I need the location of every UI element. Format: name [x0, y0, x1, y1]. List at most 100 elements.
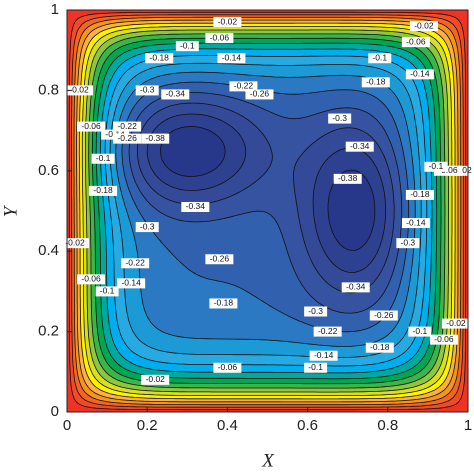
contour-label-box [313, 326, 342, 337]
y-tick-label: 0.8 [38, 81, 59, 98]
contour-label: -0.14 [121, 278, 141, 288]
contour-label-box [365, 342, 394, 353]
contour-label: -0.02 [65, 237, 85, 247]
contour-label-box [213, 362, 242, 373]
contour-label-box [205, 33, 234, 44]
contour-label-box [117, 278, 146, 289]
contour-label: -0.1 [96, 153, 111, 163]
contour-label: -0.34 [166, 89, 186, 99]
contour-label: -0.3 [140, 221, 155, 231]
contour-label: -0.02 [69, 85, 89, 95]
contour-label: -0.34 [186, 201, 206, 211]
contour-band [160, 126, 375, 251]
contour-label-box [181, 201, 210, 212]
contour-label-box [205, 254, 234, 265]
contour-label-box [405, 69, 434, 80]
contour-label-box [396, 238, 420, 249]
contour-label: -0.18 [410, 189, 430, 199]
x-tick-label: 0.8 [377, 417, 398, 434]
contour-label: -0.1 [308, 362, 323, 372]
contour-label-box [141, 133, 170, 144]
contour-label-box [333, 173, 362, 184]
contour-line [109, 62, 422, 358]
contour-label: -0.06 [81, 121, 101, 131]
contour-label-box [433, 165, 462, 176]
contour-label-box [65, 85, 94, 96]
contour-line [73, 16, 462, 406]
contour-label-box [91, 153, 115, 164]
contour-line [146, 113, 386, 273]
contour-label: -0.34 [350, 141, 370, 151]
contour-label: -0.26 [250, 89, 270, 99]
contour-line [68, 11, 467, 411]
contour-label-box [121, 258, 150, 269]
contour-label: -0.06 [406, 36, 426, 46]
contour-line [160, 126, 376, 251]
contour-line [88, 33, 446, 389]
contour-label: -0.02 [414, 20, 434, 30]
contour-label: -0.3 [308, 306, 323, 316]
x-tick-label: 0.6 [297, 417, 318, 434]
x-tick-label: 0 [63, 417, 71, 434]
contour-label-box [141, 374, 170, 385]
contour-label: -0.14 [406, 217, 426, 227]
contour-label: -0.06 [434, 334, 454, 344]
contour-label: -0.26 [210, 253, 230, 263]
contour-label-box [424, 161, 448, 172]
contour-label-box [405, 189, 434, 200]
contour-label-box [368, 53, 392, 64]
x-tick-label: 0.2 [137, 417, 158, 434]
x-tick-label: 0.4 [217, 417, 238, 434]
contour-label-box [95, 286, 119, 297]
contour-label: -0.14 [410, 69, 430, 79]
contour-label-box [77, 274, 106, 285]
contour-label: -0.26 [374, 310, 394, 320]
contour-label-box [77, 121, 106, 132]
contour-label: -0.18 [370, 342, 390, 352]
y-tick-label: 0.2 [38, 323, 59, 340]
contour-label-box [61, 238, 90, 249]
contour-label-box [401, 218, 430, 229]
contour-label-box [369, 310, 398, 321]
contour-label: -0.38 [338, 173, 358, 183]
y-tick-label: 0.4 [38, 242, 59, 259]
contour-label: -0.02 [218, 16, 238, 26]
contour-line [128, 92, 403, 314]
contour-label: -0.1 [429, 161, 444, 171]
contour-line [85, 29, 449, 393]
contour-label: -0.3 [332, 113, 347, 123]
contour-label: -0.3 [401, 237, 416, 247]
contour-label-box [175, 41, 199, 52]
contour-line [91, 37, 442, 385]
contour-label: -0.06 [218, 362, 238, 372]
contour-label-box [209, 298, 238, 309]
contour-label-box [89, 185, 118, 196]
contour-label: -0.18 [366, 77, 386, 87]
contour-label-box [145, 53, 174, 64]
contour-label-box [245, 89, 274, 100]
y-axis-label: Y [0, 204, 21, 217]
contour-label-box [213, 17, 242, 28]
contour-line [104, 55, 428, 367]
contour-label: -0.06 [210, 32, 230, 42]
contour-label-box [229, 81, 258, 92]
contour-label: -0.1 [413, 326, 428, 336]
contour-label-box [429, 334, 458, 345]
contour-label: -0.14 [222, 52, 242, 62]
contour-label: -0.38 [146, 133, 166, 143]
contour-label: -0.26 [117, 133, 137, 143]
contour-label: -0.1 [100, 286, 115, 296]
contour-label: -0.06 [81, 274, 101, 284]
contour-line [99, 48, 433, 374]
contour-label-box [361, 77, 390, 88]
contour-label: -0.22 [234, 81, 254, 91]
contour-label: -0.18 [150, 52, 170, 62]
contour-label: -0.1 [180, 40, 195, 50]
contour-label-box [304, 306, 328, 317]
contour-label: -0.14 [314, 350, 334, 360]
contour-label-box [328, 113, 352, 124]
contour-line [81, 26, 453, 396]
contour-label: -0.22 [117, 121, 137, 131]
contour-label-box [113, 133, 142, 144]
